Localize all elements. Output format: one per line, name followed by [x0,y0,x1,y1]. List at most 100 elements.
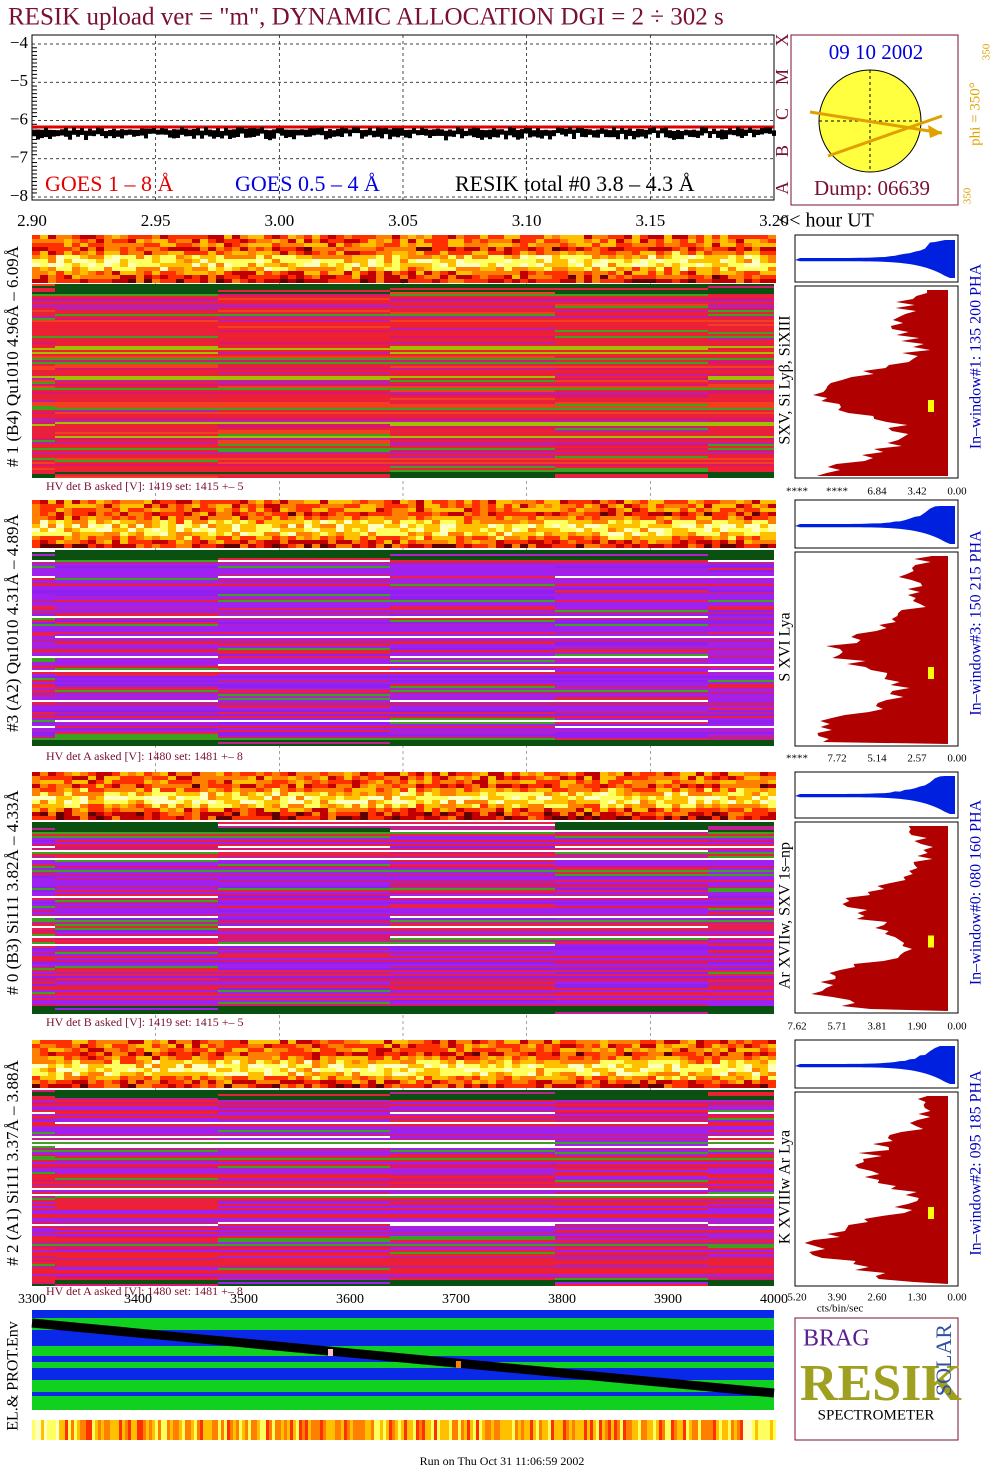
strip-cell [704,516,712,520]
strip-cell [752,275,760,279]
strip-cell [672,792,680,796]
strip-cell [488,808,496,812]
spectrogram-row [32,670,55,672]
strip-cell [624,540,632,544]
strip-cell [152,516,160,520]
strip-cell [720,532,728,536]
strip-cell [160,275,168,279]
resik-total [340,127,344,137]
strip-cell [640,788,648,792]
spectrogram-row [55,320,218,322]
strip-cell [544,528,552,532]
strip-cell [272,504,280,508]
strip-cell [240,780,248,784]
strip-cell [32,780,40,784]
strip-cell [456,504,464,508]
spectrogram-row [218,866,390,868]
strip-cell [72,808,80,812]
strip-cell [512,784,520,788]
strip-cell [64,267,72,271]
strip-cell [768,536,776,540]
spectrogram-row [32,366,55,368]
strip-cell [72,784,80,788]
strip-cell [456,516,464,520]
strip-cell [736,792,744,796]
strip-cell [744,540,752,544]
spectrogram-row [32,296,55,298]
strip-cell [288,247,296,251]
strip-cell [376,243,384,247]
strip-cell [272,512,280,516]
strip-cell [584,804,592,808]
spectrogram-row [218,742,390,744]
strip-cell [320,267,328,271]
strip-cell [408,800,416,804]
strip-cell [256,772,264,776]
spectrogram-row [218,340,390,342]
spectrogram-row [708,384,774,386]
strip-cell [632,540,640,544]
strip-cell [488,263,496,267]
strip-cell [32,279,40,283]
strip-cell [40,259,48,263]
strip-cell [104,528,112,532]
strip-cell [504,536,512,540]
strip-cell [544,796,552,800]
strip-cell [280,544,288,548]
strip-cell [496,243,504,247]
strip-cell [328,275,336,279]
resik-total [212,130,216,139]
spectrogram-row [32,358,55,360]
spectrogram-row [555,324,708,326]
strip-cell [424,528,432,532]
strip-cell [760,540,768,544]
spectrogram-row [32,826,55,828]
strip-cell [280,504,288,508]
strip-cell [752,532,760,536]
strip-cell [272,235,280,239]
strip-cell [768,504,776,508]
spectrogram-row [390,570,555,572]
strip-cell [400,544,408,548]
strip-cell [640,540,648,544]
strip-cell [504,792,512,796]
strip-cell [648,524,656,528]
strip-cell [720,255,728,259]
spectrogram-row [708,870,774,872]
strip-cell [200,259,208,263]
strip-cell [168,800,176,804]
strip-cell [400,528,408,532]
strip-cell [768,516,776,520]
spectrogram-row [55,556,218,558]
strip-cell [32,520,40,524]
strip-cell [248,816,256,820]
strip-cell [704,780,712,784]
strip-cell [88,776,96,780]
resik-total [768,127,772,134]
resik-total [136,129,140,137]
strip-cell [672,267,680,271]
strip-cell [576,512,584,516]
resik-total [92,130,96,137]
strip-cell [48,263,56,267]
strip-cell [328,267,336,271]
strip-cell [184,271,192,275]
strip-cell [320,235,328,239]
spectrogram-row [32,326,55,328]
strip-cell [112,524,120,528]
strip-cell [576,251,584,255]
strip-cell [120,816,128,820]
strip-cell [120,544,128,548]
strip-cell [752,243,760,247]
spectrogram-row [390,416,555,418]
strip-cell [400,247,408,251]
strip-cell [320,808,328,812]
strip-cell [600,812,608,816]
strip-cell [56,772,64,776]
spectrogram-row [708,598,774,600]
strip-cell [608,788,616,792]
spectrogram-row [390,344,555,346]
spectrogram-row [32,590,55,592]
strip-cell [728,804,736,808]
strip-cell [632,792,640,796]
